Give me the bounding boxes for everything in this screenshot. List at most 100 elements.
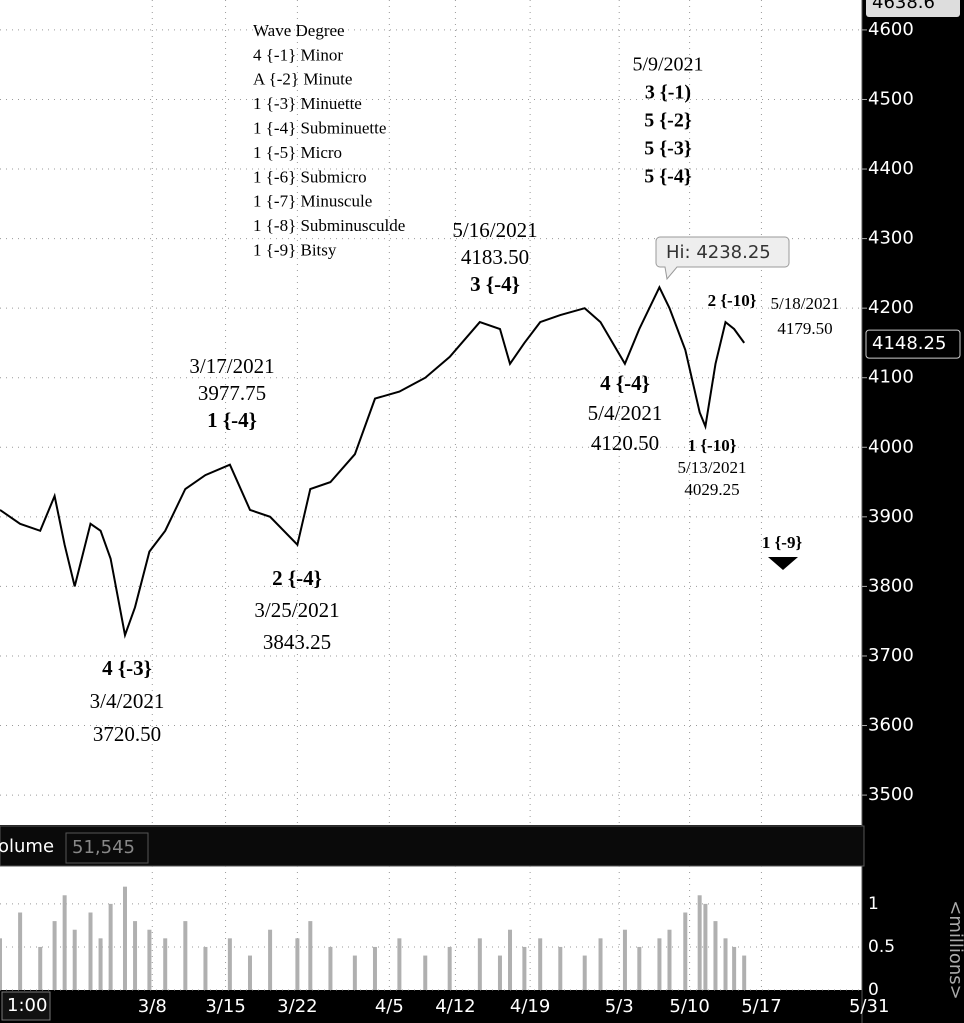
y-tick-label: 4500 bbox=[868, 88, 914, 109]
y-tick-label: 4300 bbox=[868, 228, 914, 249]
last-price-tag bbox=[865, 329, 961, 359]
wave-annotation: 4029.25 bbox=[684, 480, 739, 499]
volume-bar bbox=[622, 929, 627, 990]
volume-bar bbox=[372, 946, 377, 990]
timeframe-box[interactable] bbox=[1, 991, 51, 1021]
wave-annotation: 5 {-3} bbox=[644, 138, 692, 160]
wave-degree-line: 1 {-3} Minuette bbox=[253, 94, 362, 113]
x-tick-label: 5/3 bbox=[605, 996, 634, 1017]
volume-bar bbox=[133, 921, 138, 990]
wave-annotation: 3977.75 bbox=[198, 381, 266, 405]
wave-annotation: 1 {-10} bbox=[688, 436, 737, 455]
timeframe[interactable]: 1:00 bbox=[7, 995, 47, 1016]
volume-bar bbox=[732, 946, 737, 990]
volume-bar bbox=[683, 912, 688, 990]
x-tick-label: 5/17 bbox=[741, 996, 781, 1017]
wave-annotation: 5/18/2021 bbox=[771, 294, 840, 313]
x-tick-label: 5/31 bbox=[849, 996, 889, 1017]
volume-bar bbox=[598, 938, 603, 990]
volume-bar bbox=[247, 955, 252, 990]
volume-bar bbox=[163, 938, 168, 990]
wave-degree-line: 4 {-1} Minor bbox=[253, 45, 343, 64]
hi-callout bbox=[655, 236, 790, 281]
last-price: 4148.25 bbox=[872, 333, 946, 354]
volume-bar bbox=[308, 921, 313, 990]
down-arrow bbox=[768, 557, 798, 570]
volume-bar bbox=[538, 938, 543, 990]
volume-bar bbox=[352, 955, 357, 990]
x-tick-label: 4/12 bbox=[435, 996, 475, 1017]
x-tick-label: 4/19 bbox=[510, 996, 550, 1017]
wave-annotation: 5 {-2} bbox=[644, 110, 692, 132]
volume-bar bbox=[477, 938, 482, 990]
y-tick-label: 0.5 bbox=[868, 937, 895, 957]
volume-bar bbox=[582, 955, 587, 990]
volume-bar bbox=[423, 955, 428, 990]
volume-bar bbox=[447, 946, 452, 990]
wave-annotation: 3/4/2021 bbox=[90, 689, 165, 713]
hi-label: Hi: 4238.25 bbox=[666, 242, 771, 263]
volume-last: 51,545 bbox=[72, 837, 135, 858]
wave-degree-line: 1 {-9} Bitsy bbox=[253, 241, 337, 260]
volume-box bbox=[65, 832, 149, 864]
volume-bar bbox=[147, 929, 152, 990]
y-tick-label: 1 bbox=[868, 894, 879, 914]
y-tick-label: 3700 bbox=[868, 645, 914, 666]
volume-unit: <millions> bbox=[945, 900, 964, 1000]
wave-annotation: 1 {-9} bbox=[762, 533, 803, 552]
volume-bar bbox=[558, 946, 563, 990]
wave-annotation: 1 {-4} bbox=[207, 408, 257, 432]
x-tick-label: 5/10 bbox=[669, 996, 709, 1017]
wave-annotation: 5/16/2021 bbox=[452, 218, 537, 242]
volume-bar bbox=[227, 938, 232, 990]
price-panel bbox=[0, 0, 862, 825]
volume-bar bbox=[122, 886, 127, 990]
wave-degree-line: 1 {-6} Submicro bbox=[253, 167, 367, 186]
volume-bar bbox=[497, 955, 502, 990]
wave-annotation: 5/13/2021 bbox=[678, 458, 747, 477]
volume-bar bbox=[295, 938, 300, 990]
y-tick-label: 3800 bbox=[868, 575, 914, 596]
wave-annotation: 4183.50 bbox=[461, 245, 529, 269]
volume-bar bbox=[657, 938, 662, 990]
wave-annotation: 2 {-4} bbox=[272, 566, 322, 590]
wave-annotation: 4 {-4} bbox=[600, 371, 650, 395]
wave-annotation: 5 {-4} bbox=[644, 166, 692, 188]
volume-title: olume bbox=[0, 836, 54, 857]
volume-panel bbox=[0, 866, 862, 990]
volume-bar bbox=[203, 946, 208, 990]
volume-bar bbox=[667, 929, 672, 990]
y-tick-label: 4600 bbox=[868, 19, 914, 40]
volume-bar bbox=[98, 938, 103, 990]
wave-annotation: 5/9/2021 bbox=[632, 54, 703, 76]
wave-annotation: 3720.50 bbox=[93, 722, 161, 746]
volume-bar bbox=[703, 903, 708, 990]
x-tick-label: 4/5 bbox=[375, 996, 404, 1017]
wave-annotation: 3/25/2021 bbox=[254, 598, 339, 622]
y-tick-label: 0 bbox=[868, 980, 879, 1000]
volume-bar bbox=[183, 921, 188, 990]
y-tick-label: 3500 bbox=[868, 784, 914, 805]
wave-degree-line: 1 {-4} Subminuette bbox=[253, 119, 386, 138]
volume-bar bbox=[62, 895, 67, 990]
volume-bar bbox=[522, 946, 527, 990]
wave-annotation: 4 {-3} bbox=[102, 656, 152, 680]
volume-bar bbox=[508, 929, 513, 990]
volume-bar bbox=[723, 938, 728, 990]
y-tick-label: 3900 bbox=[868, 506, 914, 527]
volume-bar bbox=[697, 895, 702, 990]
volume-bar bbox=[88, 912, 93, 990]
volume-bar bbox=[108, 903, 113, 990]
wave-degree-line: 1 {-8} Subminusculde bbox=[253, 216, 405, 235]
volume-bar bbox=[18, 912, 23, 990]
price-line bbox=[0, 284, 746, 639]
wave-annotation: 2 {-10} bbox=[708, 291, 757, 310]
volume-bar bbox=[637, 946, 642, 990]
wave-annotation: 3 {-1) bbox=[645, 82, 691, 104]
wave-annotation: 4120.50 bbox=[591, 431, 659, 455]
wave-degree-line: A {-2} Minute bbox=[253, 70, 352, 89]
volume-bar bbox=[713, 921, 718, 990]
volume-bar bbox=[268, 929, 273, 990]
wave-annotation: 3/17/2021 bbox=[189, 354, 274, 378]
